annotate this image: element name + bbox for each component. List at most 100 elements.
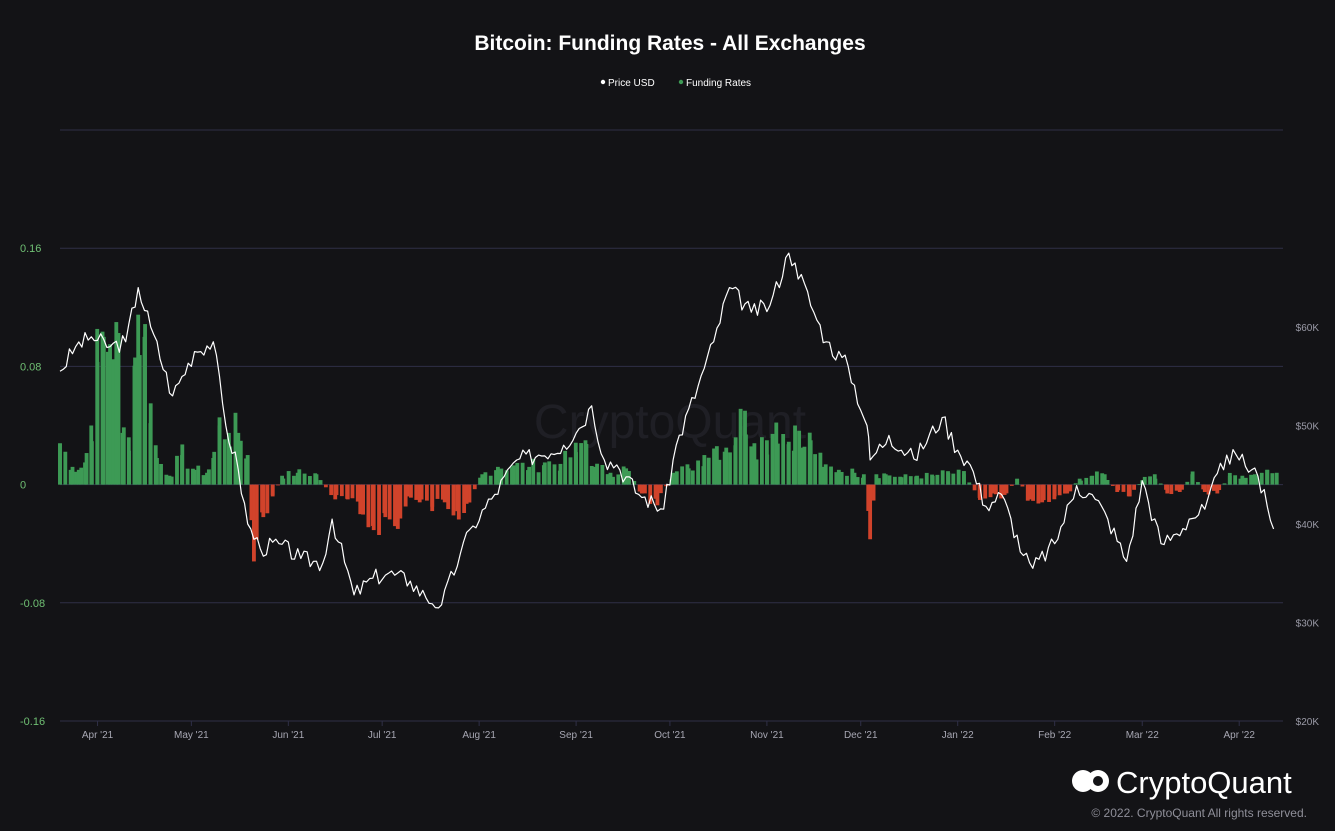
funding-bar — [547, 461, 552, 485]
funding-bar — [504, 470, 509, 485]
funding-bar — [217, 425, 222, 485]
funding-bar — [855, 477, 860, 485]
funding-bar — [333, 484, 338, 500]
funding-bar — [621, 466, 626, 485]
funding-bar — [627, 471, 631, 485]
x-tick-label: Nov '21 — [750, 730, 784, 741]
funding-bar — [724, 447, 729, 485]
funding-bar — [175, 455, 179, 485]
chart-legend[interactable]: Price USD Funding Rates — [600, 78, 751, 89]
x-tick-label: Jul '21 — [368, 730, 397, 741]
funding-bar — [1152, 474, 1157, 485]
funding-bar — [1206, 484, 1211, 495]
funding-bar — [876, 478, 881, 485]
funding-bar — [1233, 475, 1238, 485]
funding-bar — [483, 472, 488, 485]
funding-bar — [1252, 474, 1257, 485]
funding-bar — [706, 457, 711, 485]
right-tick-label: $50K — [1296, 422, 1320, 433]
funding-bar — [1265, 469, 1270, 485]
funding-bar — [759, 437, 764, 485]
funding-bar — [196, 465, 201, 485]
funding-bar — [643, 484, 647, 494]
funding-bar — [797, 430, 802, 485]
funding-bar — [648, 484, 653, 504]
funding-bar — [252, 484, 256, 562]
brand-name: CryptoQuant — [1116, 765, 1292, 800]
funding-bar — [1259, 472, 1264, 485]
funding-bar — [836, 469, 841, 485]
left-tick-label: -0.16 — [20, 716, 45, 728]
funding-bar — [261, 484, 266, 518]
x-tick-label: Sep '21 — [559, 730, 593, 741]
funding-bar — [1243, 477, 1248, 485]
funding-bar — [1202, 484, 1207, 492]
x-tick-label: Jun '21 — [272, 730, 304, 741]
funding-bar — [329, 484, 334, 496]
right-tick-label: $60K — [1296, 323, 1320, 334]
funding-bar — [1142, 476, 1147, 485]
funding-bar — [424, 484, 429, 501]
funding-bar — [983, 484, 988, 499]
funding-bar — [63, 451, 68, 485]
funding-bar — [142, 336, 147, 485]
funding-bar — [1148, 476, 1152, 485]
funding-bar — [1185, 481, 1190, 485]
funding-bar — [1090, 475, 1095, 485]
funding-bar — [1222, 483, 1227, 485]
right-tick-label: $20K — [1296, 717, 1320, 728]
funding-bar — [915, 475, 919, 485]
logo-cutout — [1093, 776, 1103, 786]
funding-bar — [1009, 484, 1014, 486]
funding-bar — [435, 484, 440, 499]
funding-bar — [185, 468, 190, 485]
funding-bar — [70, 466, 75, 485]
funding-bar — [733, 437, 738, 485]
funding-bar — [205, 472, 209, 485]
funding-bar — [861, 474, 866, 485]
funding-bar — [967, 482, 972, 485]
funding-bar — [270, 484, 275, 497]
funding-bar — [350, 484, 355, 499]
funding-bar — [712, 448, 716, 485]
funding-bar — [793, 425, 797, 485]
funding-bar — [1270, 473, 1275, 485]
funding-rate-bars — [58, 314, 1279, 562]
funding-bar — [924, 472, 929, 485]
funding-bar — [834, 472, 839, 485]
chart-title: Bitcoin: Funding Rates - All Exchanges — [474, 32, 865, 55]
funding-bar — [1121, 484, 1126, 492]
funding-bar — [702, 455, 707, 485]
funding-bar — [395, 484, 400, 529]
funding-bar — [358, 484, 363, 515]
funding-bar — [405, 484, 410, 497]
funding-bar — [499, 468, 504, 485]
funding-bar — [568, 457, 573, 485]
x-tick-label: Apr '21 — [82, 730, 114, 741]
x-tick-label: Oct '21 — [654, 730, 686, 741]
funding-bar — [1027, 484, 1032, 500]
legend-item-funding[interactable]: Funding Rates — [678, 78, 751, 89]
left-tick-label: 0 — [20, 480, 26, 492]
funding-bar — [821, 466, 826, 485]
funding-bar — [786, 441, 791, 485]
funding-bar — [1215, 484, 1220, 494]
funding-bar — [680, 466, 685, 485]
funding-bar — [1040, 484, 1045, 503]
funding-bar — [1174, 484, 1179, 491]
funding-bar — [1127, 484, 1132, 497]
legend-item-price[interactable]: Price USD — [600, 78, 655, 89]
funding-bar — [818, 452, 823, 485]
funding-bar — [249, 484, 254, 521]
funding-bar — [1180, 484, 1184, 490]
left-tick-label: 0.16 — [20, 243, 41, 255]
funding-bar — [480, 474, 485, 485]
funding-bar — [592, 466, 597, 485]
funding-bar — [743, 410, 747, 485]
right-tick-label: $40K — [1296, 520, 1320, 531]
funding-bar — [972, 484, 977, 491]
funding-bar — [1002, 484, 1007, 495]
funding-bar — [366, 484, 371, 528]
funding-bar — [962, 474, 966, 485]
